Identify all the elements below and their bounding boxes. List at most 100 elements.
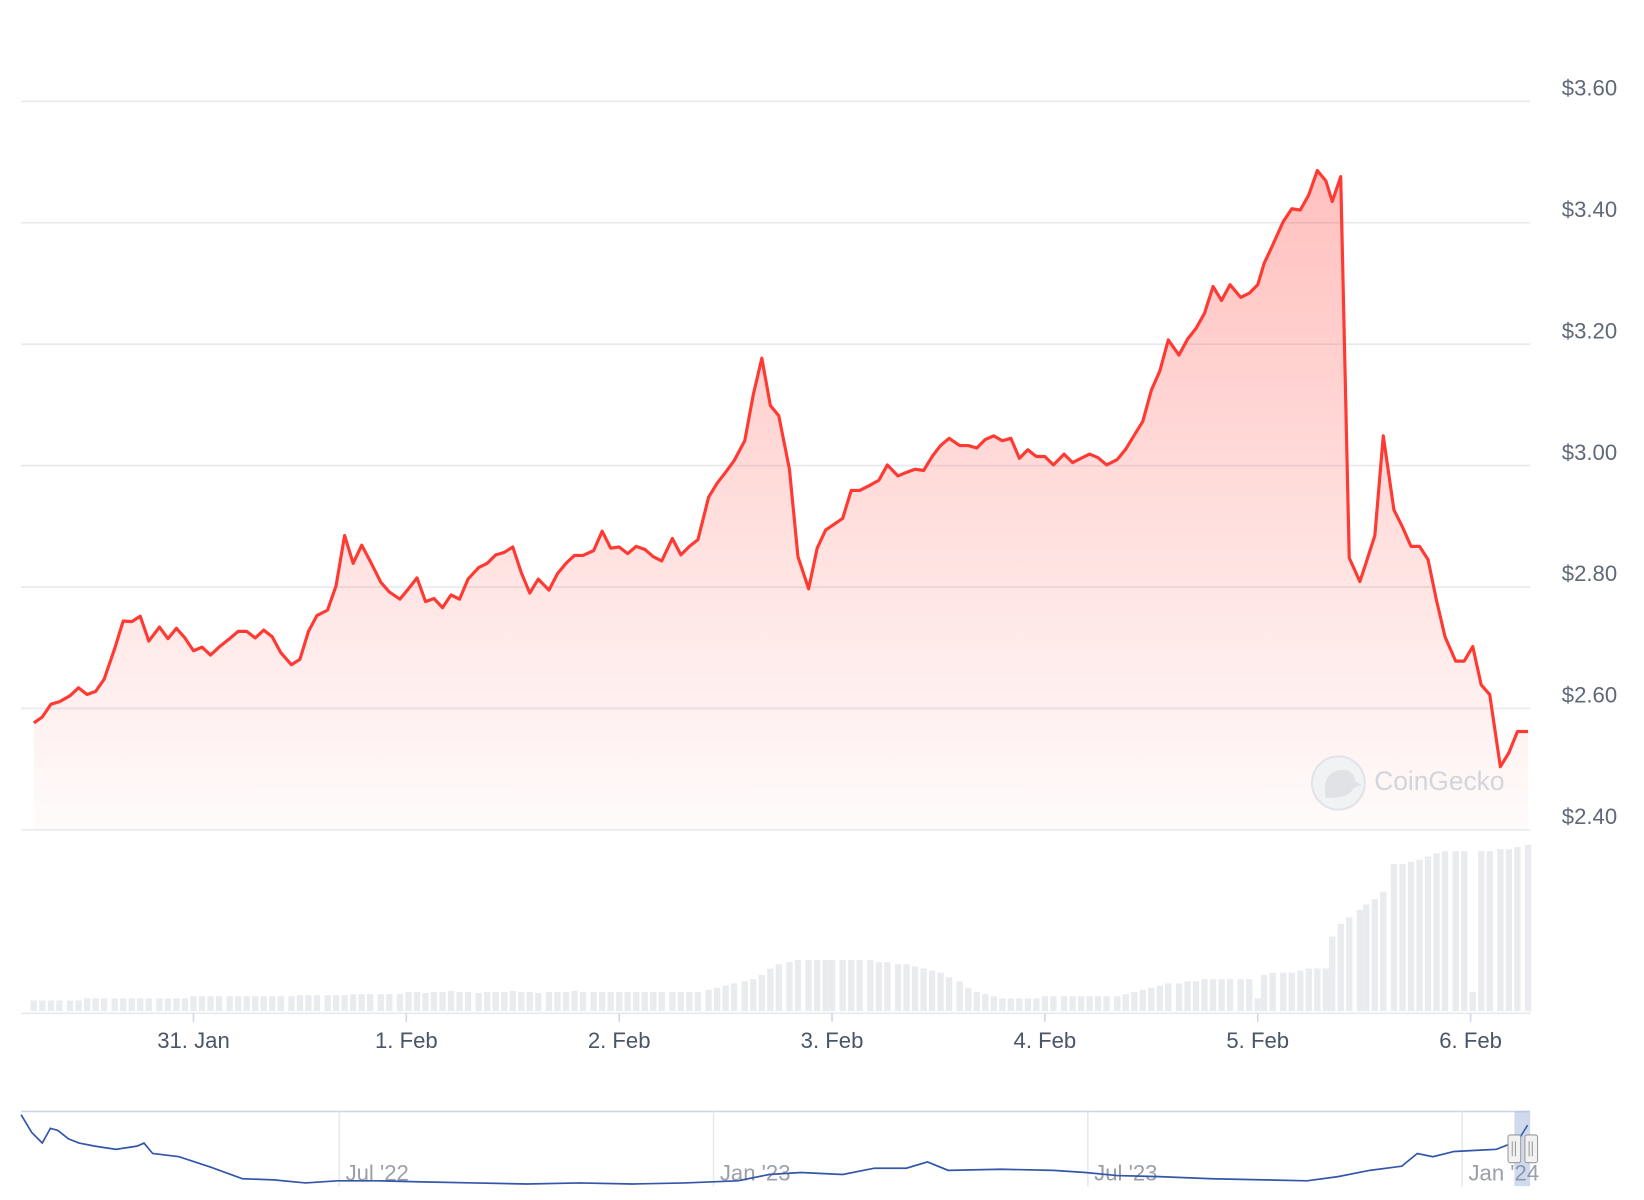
volume-bar xyxy=(47,1000,55,1012)
navigator-tick-label: Jan '24 xyxy=(1469,1160,1540,1185)
volume-bar xyxy=(198,996,206,1012)
volume-bar xyxy=(215,996,223,1012)
x-tick-label: 2. Feb xyxy=(588,1028,651,1053)
volume-bar xyxy=(956,981,963,1012)
volume-bar xyxy=(775,964,782,1012)
volume-bar xyxy=(1060,996,1068,1012)
selection-range[interactable] xyxy=(1514,1111,1531,1187)
navigator-selection[interactable] xyxy=(1507,1111,1539,1187)
volume-bar xyxy=(1139,989,1146,1012)
volume-bar xyxy=(822,960,829,1012)
volume-bar xyxy=(526,992,533,1012)
volume-bar xyxy=(366,994,374,1012)
volume-bar xyxy=(813,960,821,1012)
volume-bar xyxy=(1024,998,1032,1012)
volume-bar xyxy=(694,992,702,1012)
volume-bar xyxy=(75,1000,82,1012)
volume-bar xyxy=(1007,998,1014,1012)
volume-bar xyxy=(1131,992,1138,1012)
volume-bar xyxy=(633,992,640,1012)
right-handle[interactable] xyxy=(1524,1134,1539,1164)
volume-bar xyxy=(1363,904,1370,1012)
volume-bar xyxy=(839,960,846,1012)
volume-bar xyxy=(173,998,180,1012)
volume-bar xyxy=(277,996,284,1012)
navigator-line xyxy=(20,1114,1529,1185)
volume-bar xyxy=(128,998,135,1012)
volume-bar xyxy=(1322,968,1330,1012)
volume-bar xyxy=(1148,987,1155,1012)
volume-bar xyxy=(1050,996,1057,1012)
x-tick-label: 31. Jan xyxy=(157,1028,230,1053)
volume-bar xyxy=(145,998,152,1012)
volume-bar xyxy=(1077,996,1085,1012)
volume-bar xyxy=(288,996,295,1012)
left-handle[interactable] xyxy=(1507,1134,1522,1164)
volume-bar xyxy=(100,998,108,1012)
volume-bar xyxy=(945,977,953,1012)
x-tick-label: 6. Feb xyxy=(1439,1028,1502,1053)
volume-bar xyxy=(1390,864,1398,1012)
volume-bar xyxy=(705,989,712,1012)
volume-bar xyxy=(1114,996,1121,1012)
volume-bar xyxy=(965,987,972,1012)
volume-bar xyxy=(1226,979,1234,1012)
volume-bar xyxy=(1192,981,1200,1012)
y-tick-label: $3.00 xyxy=(1562,440,1617,465)
volume-bar xyxy=(501,992,508,1012)
volume-bar xyxy=(1269,972,1276,1012)
volume-bar xyxy=(598,992,606,1012)
volume-bar xyxy=(579,992,587,1012)
volume-bar xyxy=(937,972,944,1012)
volume-bar xyxy=(1156,985,1163,1012)
volume-bar xyxy=(1297,970,1304,1012)
volume-bar xyxy=(396,994,404,1012)
volume-bar xyxy=(235,996,242,1012)
area-fill xyxy=(33,170,1529,830)
volume-bar xyxy=(252,996,259,1012)
volume-bar xyxy=(982,994,989,1012)
volume-bar xyxy=(722,985,729,1012)
volume-bar xyxy=(1478,851,1485,1012)
volume-bar xyxy=(973,992,980,1012)
volume-bar xyxy=(341,995,348,1012)
volume-bar xyxy=(1452,851,1459,1012)
volume-bar xyxy=(413,992,421,1012)
volume-bar xyxy=(875,962,883,1012)
x-tick-label: 5. Feb xyxy=(1226,1028,1289,1053)
volume-bar xyxy=(1497,849,1504,1012)
volume-bar xyxy=(713,987,721,1012)
volume-bar xyxy=(190,996,197,1012)
volume-bar xyxy=(156,998,163,1012)
volume-bar xyxy=(669,992,676,1012)
volume-bar xyxy=(1086,996,1093,1012)
volume-bar xyxy=(56,1000,63,1012)
volume-bar xyxy=(484,992,491,1012)
volume-bar xyxy=(92,998,99,1012)
volume-bar xyxy=(30,1000,38,1012)
volume-bar xyxy=(535,993,542,1012)
volume-bar xyxy=(181,998,189,1012)
volume-bar xyxy=(607,992,614,1012)
volume-bar xyxy=(1103,996,1110,1012)
volume-bar xyxy=(1329,936,1336,1012)
volume-bar xyxy=(305,995,312,1012)
volume-bar xyxy=(758,974,765,1012)
volume-bar xyxy=(243,996,250,1012)
navigator: Jul '22 Jan '23 Jul '23 Jan '24 xyxy=(20,1110,1540,1187)
volume-bar xyxy=(856,960,863,1012)
volume-bar xyxy=(677,992,685,1012)
navigator-tick-label: Jul '23 xyxy=(1094,1160,1157,1185)
volume-bar xyxy=(767,968,774,1012)
volume-bar xyxy=(545,992,553,1012)
volume-bar xyxy=(1218,979,1225,1012)
volume-bar xyxy=(928,970,936,1012)
volume-bar xyxy=(475,993,482,1012)
price-line xyxy=(32,168,1529,769)
y-tick-label: $3.20 xyxy=(1562,318,1617,343)
volume-bar xyxy=(1524,844,1532,1012)
volume-bar xyxy=(492,992,499,1012)
volume-bar xyxy=(137,998,144,1012)
volume-bar xyxy=(1260,974,1268,1012)
